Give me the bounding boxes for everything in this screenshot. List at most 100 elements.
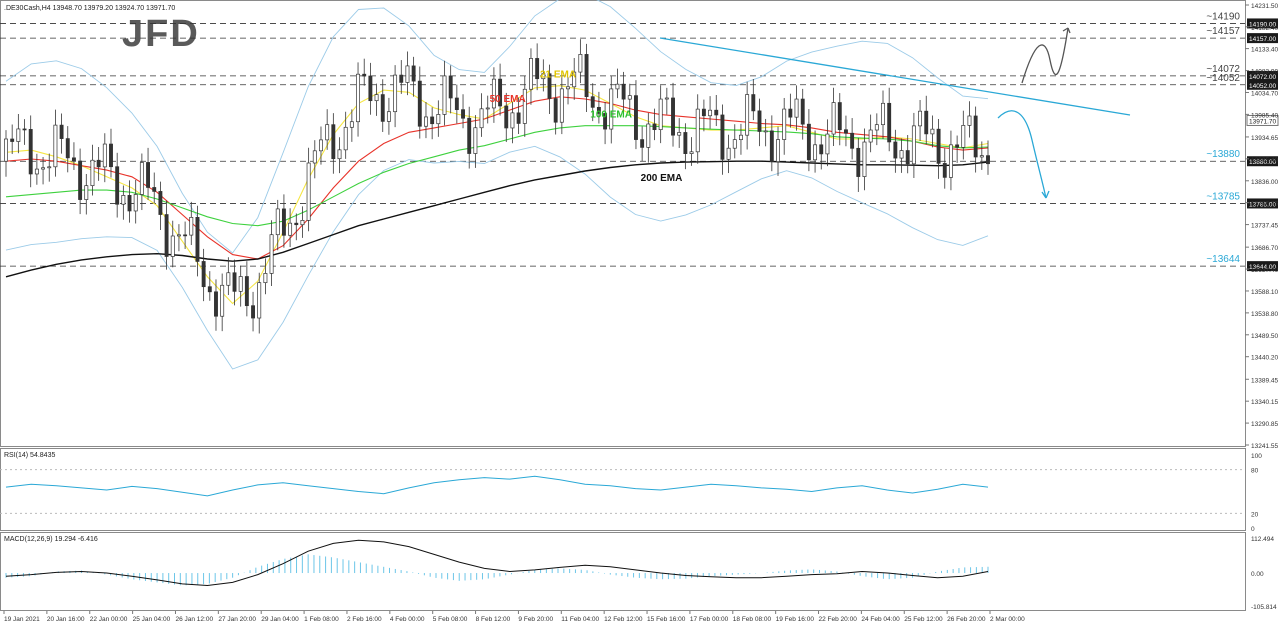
- ema-label: 21 EMA: [540, 70, 576, 81]
- candle-body: [71, 157, 76, 162]
- candle-body: [176, 234, 181, 237]
- candle-body: [689, 151, 694, 154]
- candle-body: [615, 83, 620, 90]
- level-label: ~14157: [1206, 26, 1240, 37]
- price-tick-label: 13241.55: [1251, 443, 1278, 450]
- price-tick-label: 13389.45: [1251, 377, 1278, 384]
- candle-body: [800, 98, 805, 125]
- candle-body: [979, 155, 984, 158]
- candle-body: [41, 167, 46, 170]
- level-axis-box: [1247, 70, 1278, 81]
- candle-body: [745, 94, 750, 136]
- level-axis-label: 14190.00: [1249, 21, 1276, 28]
- candle-body: [757, 110, 762, 132]
- time-tick-label: 22 Jan 00:00: [90, 616, 128, 623]
- ema-label: 50 EMA: [490, 94, 526, 105]
- candle-body: [362, 73, 367, 77]
- jfd-logo: JFD: [122, 13, 200, 55]
- candle-body: [220, 284, 225, 317]
- rsi-tick-label: 80: [1251, 468, 1259, 475]
- candle-body: [127, 195, 132, 212]
- candle-body: [448, 75, 453, 99]
- candle-body: [763, 130, 768, 133]
- price-tick-label: 13786.75: [1251, 201, 1278, 208]
- candle-body: [664, 97, 669, 100]
- candle-body: [961, 125, 966, 148]
- bearish-projection-arrow: [997, 110, 1047, 199]
- candle-body: [386, 111, 391, 122]
- candle-body: [782, 108, 787, 140]
- candle-body: [769, 130, 774, 163]
- level-axis-label: 13644.00: [1249, 264, 1276, 271]
- bearish-arrowhead: [1041, 190, 1050, 199]
- candle-body: [244, 276, 249, 307]
- level-label: ~14052: [1206, 73, 1240, 84]
- candle-body: [399, 74, 404, 83]
- candle-body: [739, 134, 743, 141]
- candle-body: [251, 305, 255, 319]
- candle-body: [559, 88, 564, 123]
- level-axis-label: 14072.00: [1249, 74, 1276, 81]
- bollinger-lower: [5, 145, 989, 370]
- price-tick-label: 13538.80: [1251, 311, 1278, 318]
- candle-body: [936, 128, 941, 164]
- rsi-tick-label: 100: [1251, 453, 1262, 460]
- time-tick-label: 2 Mar 00:00: [990, 616, 1025, 623]
- time-tick-label: 26 Feb 20:00: [947, 616, 986, 623]
- rsi-pane: [0, 448, 1246, 531]
- candle-body: [368, 75, 373, 102]
- candle-body: [201, 261, 206, 288]
- candle-body: [973, 115, 978, 158]
- candle-body: [374, 94, 379, 102]
- time-tick-label: 24 Feb 04:00: [861, 616, 900, 623]
- candle-body: [312, 150, 317, 164]
- candle-body: [541, 73, 546, 80]
- current-price-label: 13971.70: [1249, 118, 1276, 125]
- main-pane: [0, 0, 1246, 447]
- candle-body: [566, 86, 570, 90]
- candle-body: [121, 195, 126, 205]
- candle-body: [918, 110, 923, 127]
- candle-body: [843, 129, 848, 134]
- candle-body: [10, 138, 15, 142]
- level-axis-box: [1247, 79, 1278, 90]
- candle-body: [22, 128, 27, 131]
- candle-body: [627, 95, 632, 100]
- candle-body: [16, 128, 21, 142]
- candle-body: [325, 124, 330, 141]
- candle-body: [578, 54, 583, 73]
- macd-label: MACD(12,26,9) 19.294 -6.416: [4, 536, 98, 543]
- candle-body: [911, 125, 916, 165]
- ema-label: 100 EMA: [590, 110, 632, 121]
- candle-body: [695, 108, 700, 153]
- macd-pane: [0, 532, 1246, 611]
- candle-body: [349, 121, 354, 128]
- time-tick-label: 11 Feb 04:00: [561, 616, 599, 623]
- macd-tick-label: 112.494: [1251, 536, 1274, 543]
- candle-body: [671, 97, 675, 136]
- candle-body: [522, 88, 527, 124]
- price-tick-label: 13985.40: [1251, 112, 1278, 119]
- candle-body: [658, 98, 663, 131]
- candle-body: [837, 102, 842, 131]
- time-tick-label: 4 Feb 00:00: [390, 616, 425, 623]
- candle-body: [535, 58, 540, 80]
- price-tick-label: 13588.10: [1251, 289, 1278, 296]
- price-tick-label: 13489.50: [1251, 333, 1278, 340]
- candle-body: [479, 108, 484, 129]
- candle-body: [467, 117, 472, 154]
- candle-body: [510, 112, 515, 129]
- level-axis-box: [1247, 156, 1278, 167]
- time-tick-label: 19 Jan 2021: [4, 616, 40, 623]
- candle-body: [454, 97, 459, 111]
- candle-body: [498, 78, 503, 107]
- candle-body: [621, 83, 626, 100]
- candle-body: [226, 272, 231, 286]
- candle-body: [930, 128, 935, 135]
- candle-body: [634, 95, 638, 140]
- price-tick-label: 14083.90: [1251, 69, 1278, 76]
- candle-body: [553, 98, 558, 123]
- price-tick-label: 14182.40: [1251, 25, 1278, 32]
- price-tick-label: 13737.45: [1251, 223, 1278, 230]
